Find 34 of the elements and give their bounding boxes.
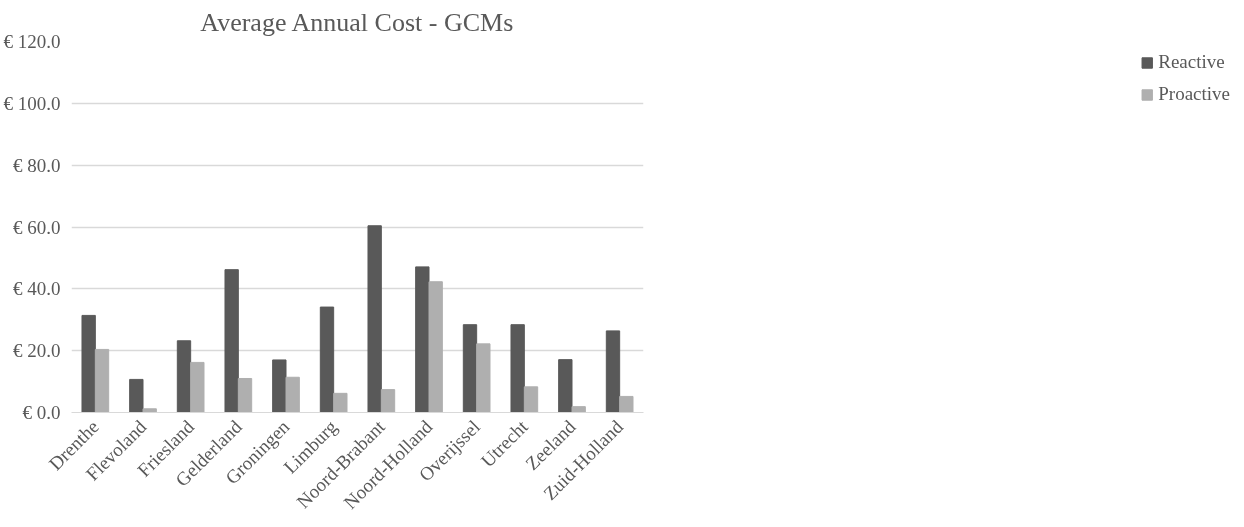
bar [415,266,430,413]
bar [476,343,491,413]
bar [272,359,287,413]
bar [510,324,525,413]
y-tick-label: € 120.0 [3,31,61,52]
bar [605,330,621,413]
bar [176,340,192,413]
y-tick-label: € 0.0 [22,402,61,423]
bar [367,225,382,413]
bar [428,281,443,413]
bar [94,348,110,413]
bar [333,392,348,413]
y-tick-label: € 20.0 [13,340,61,362]
bar [129,378,144,413]
bar [619,395,634,413]
y-tick-label: € 100.0 [3,92,61,114]
bar [380,389,396,413]
legend-label: Reactive [1158,51,1225,73]
bar [190,361,205,413]
chart-title: Average Annual Cost - GCMs [200,7,514,37]
bar [462,324,478,413]
bar [81,314,96,413]
bar [571,406,586,413]
bar [558,359,573,413]
y-tick-label: € 40.0 [13,278,61,300]
bar [285,376,300,413]
bar [224,269,239,413]
bar [142,408,157,413]
bar [319,306,335,413]
bar [237,377,253,413]
legend-label: Proactive [1158,83,1230,105]
y-tick-label: € 60.0 [13,216,61,238]
y-tick-label: € 80.0 [13,154,61,176]
bar [523,386,539,413]
